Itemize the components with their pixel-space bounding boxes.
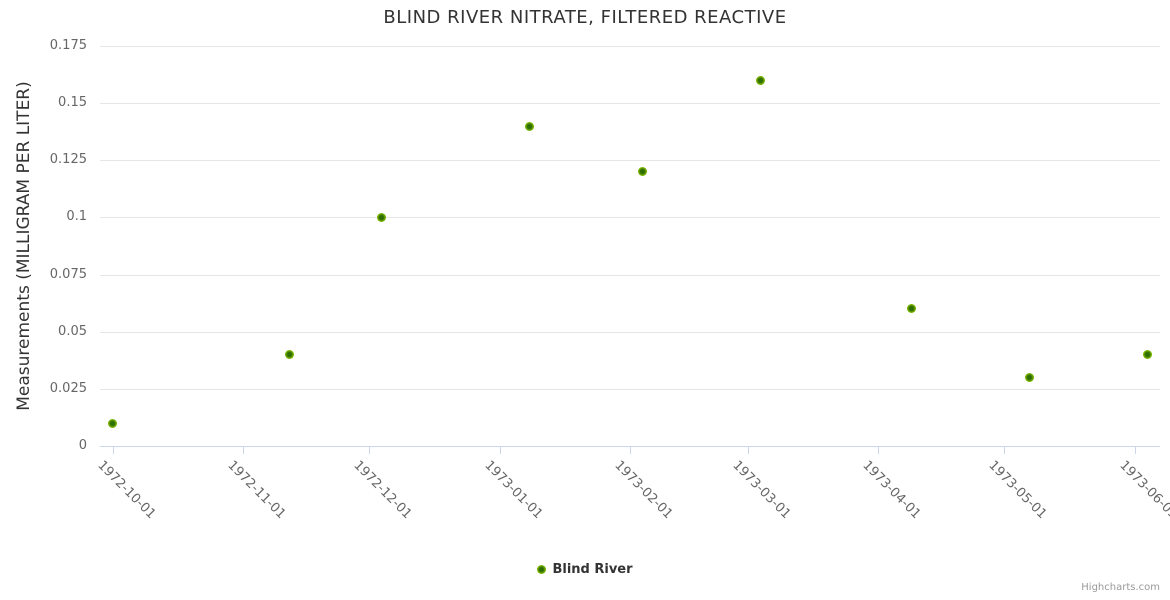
y-axis-label: 0.175 bbox=[49, 38, 87, 53]
x-axis-label: 1973-04-01 bbox=[859, 458, 924, 523]
y-gridline bbox=[100, 103, 1160, 104]
chart-title: BLIND RIVER NITRATE, FILTERED REACTIVE bbox=[383, 7, 787, 28]
x-axis-label: 1972-10-01 bbox=[94, 458, 159, 523]
x-tick-mark bbox=[1135, 447, 1136, 454]
data-point[interactable] bbox=[1025, 372, 1035, 382]
x-tick-mark bbox=[748, 447, 749, 454]
legend-item-label: Blind River bbox=[552, 562, 633, 577]
x-tick-mark bbox=[1004, 447, 1005, 454]
y-axis-label: 0.15 bbox=[58, 95, 87, 110]
x-tick-mark bbox=[500, 447, 501, 454]
x-tick-mark bbox=[630, 447, 631, 454]
data-point[interactable] bbox=[907, 304, 917, 314]
y-gridline bbox=[100, 275, 1160, 276]
x-axis-label: 1973-05-01 bbox=[985, 458, 1050, 523]
data-point[interactable] bbox=[377, 212, 387, 222]
y-axis-label: 0.1 bbox=[66, 209, 87, 224]
x-axis-line bbox=[100, 446, 1160, 447]
x-axis-label: 1973-06-01 bbox=[1116, 458, 1170, 523]
y-axis-label: 0 bbox=[78, 438, 87, 453]
x-tick-mark bbox=[878, 447, 879, 454]
x-axis-label: 1972-12-01 bbox=[350, 458, 415, 523]
y-axis-title: Measurements (MILLIGRAM PER LITER) bbox=[14, 81, 34, 411]
y-axis-label: 0.075 bbox=[49, 267, 87, 282]
x-tick-mark bbox=[369, 447, 370, 454]
x-axis-label: 1973-01-01 bbox=[481, 458, 546, 523]
data-point[interactable] bbox=[108, 418, 118, 428]
y-axis-label: 0.125 bbox=[49, 152, 87, 167]
data-point[interactable] bbox=[638, 167, 648, 177]
y-gridline bbox=[100, 389, 1160, 390]
y-axis-label: 0.05 bbox=[58, 324, 87, 339]
y-gridline bbox=[100, 217, 1160, 218]
data-point[interactable] bbox=[524, 121, 534, 131]
data-point[interactable] bbox=[284, 350, 294, 360]
x-axis-label: 1973-02-01 bbox=[611, 458, 676, 523]
legend: Blind River bbox=[0, 562, 1170, 577]
x-tick-mark bbox=[113, 447, 114, 454]
y-gridline bbox=[100, 332, 1160, 333]
x-tick-mark bbox=[243, 447, 244, 454]
y-gridline bbox=[100, 46, 1160, 47]
data-point[interactable] bbox=[1142, 350, 1152, 360]
y-axis-label: 0.025 bbox=[49, 381, 87, 396]
highcharts-credits-link[interactable]: Highcharts.com bbox=[1081, 582, 1160, 593]
series-marker-icon bbox=[537, 565, 547, 574]
x-axis-label: 1973-03-01 bbox=[729, 458, 794, 523]
y-gridline bbox=[100, 160, 1160, 161]
data-point[interactable] bbox=[755, 75, 765, 85]
legend-item-blind-river[interactable]: Blind River bbox=[537, 562, 633, 577]
x-axis-label: 1972-11-01 bbox=[224, 458, 289, 523]
